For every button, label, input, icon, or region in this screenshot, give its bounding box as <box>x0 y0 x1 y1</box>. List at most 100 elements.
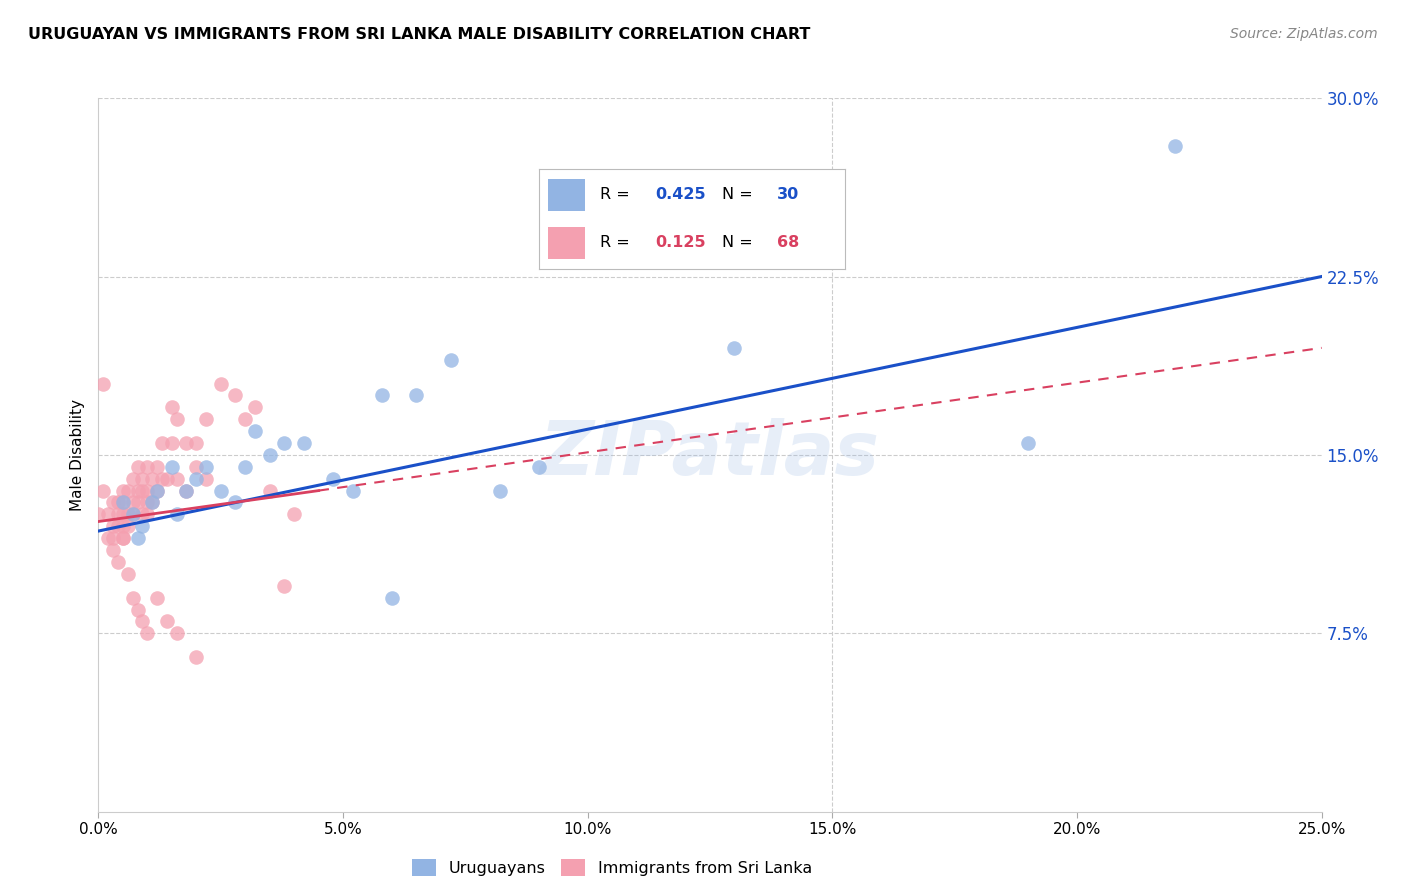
Point <box>117 483 139 498</box>
Point <box>127 483 149 498</box>
Point <box>131 508 153 522</box>
Point <box>117 519 139 533</box>
Point <box>101 495 124 509</box>
Point <box>160 459 183 474</box>
Point <box>160 401 183 415</box>
Point <box>121 508 143 522</box>
Point <box>1164 138 1187 153</box>
Point <box>243 424 266 438</box>
Point <box>121 508 143 522</box>
Point <box>156 615 179 629</box>
Point <box>233 459 256 474</box>
Text: Source: ZipAtlas.com: Source: ZipAtlas.com <box>1230 27 1378 41</box>
Point <box>101 519 124 533</box>
Point <box>107 519 129 533</box>
Point <box>150 436 173 450</box>
Point <box>121 472 143 486</box>
Point <box>121 591 143 605</box>
Text: ZIPatlas: ZIPatlas <box>540 418 880 491</box>
Point <box>111 519 134 533</box>
Text: 68: 68 <box>778 235 800 251</box>
Point <box>176 436 198 450</box>
Point <box>107 508 129 522</box>
Point <box>97 508 120 522</box>
Point <box>176 483 198 498</box>
Point <box>224 388 246 402</box>
Text: 0.125: 0.125 <box>655 235 706 251</box>
Point <box>166 626 188 640</box>
Point <box>156 472 179 486</box>
Point <box>1017 436 1039 450</box>
Point <box>186 436 208 450</box>
Point <box>166 412 188 426</box>
Text: R =: R = <box>600 187 636 202</box>
Point <box>405 388 427 402</box>
Point <box>273 436 295 450</box>
Point <box>146 483 169 498</box>
Point <box>186 472 208 486</box>
Legend: Uruguayans, Immigrants from Sri Lanka: Uruguayans, Immigrants from Sri Lanka <box>405 853 818 882</box>
Point <box>527 459 550 474</box>
Point <box>233 412 256 426</box>
Point <box>117 566 139 581</box>
Point <box>160 436 183 450</box>
Point <box>186 459 208 474</box>
Point <box>141 495 163 509</box>
Point <box>576 186 599 201</box>
Point <box>136 483 159 498</box>
Point <box>131 519 153 533</box>
Point <box>141 495 163 509</box>
Point <box>166 472 188 486</box>
Point <box>107 495 129 509</box>
Point <box>111 495 134 509</box>
Point <box>440 352 463 367</box>
Point <box>111 495 134 509</box>
Bar <box>548 227 585 260</box>
Point <box>146 591 169 605</box>
Point <box>136 508 159 522</box>
Point <box>166 508 188 522</box>
Point <box>322 472 344 486</box>
Point <box>127 602 149 616</box>
Point <box>723 341 745 355</box>
Point <box>91 376 114 391</box>
Point <box>224 495 246 509</box>
Point <box>111 508 134 522</box>
Point <box>101 531 124 545</box>
Point <box>381 591 404 605</box>
Point <box>136 459 159 474</box>
Point <box>107 555 129 569</box>
Point <box>146 459 169 474</box>
Point <box>111 531 134 545</box>
Point <box>127 531 149 545</box>
Bar <box>548 179 585 211</box>
Point <box>209 376 232 391</box>
Point <box>371 388 394 402</box>
Text: N =: N = <box>723 235 758 251</box>
Point <box>259 483 281 498</box>
Text: 30: 30 <box>778 187 800 202</box>
Point <box>195 472 218 486</box>
Y-axis label: Male Disability: Male Disability <box>70 399 86 511</box>
Point <box>127 495 149 509</box>
Point <box>273 579 295 593</box>
Text: N =: N = <box>723 187 758 202</box>
Point <box>292 436 315 450</box>
Point <box>131 615 153 629</box>
Point <box>131 483 153 498</box>
Point <box>488 483 510 498</box>
Point <box>176 483 198 498</box>
Text: URUGUAYAN VS IMMIGRANTS FROM SRI LANKA MALE DISABILITY CORRELATION CHART: URUGUAYAN VS IMMIGRANTS FROM SRI LANKA M… <box>28 27 810 42</box>
Point <box>259 448 281 462</box>
Point <box>91 483 114 498</box>
Point <box>150 472 173 486</box>
Point <box>186 650 208 665</box>
Point <box>131 472 153 486</box>
Point <box>283 508 305 522</box>
Point <box>243 401 266 415</box>
Point <box>111 483 134 498</box>
Text: 0.425: 0.425 <box>655 187 706 202</box>
Point <box>195 459 218 474</box>
Point <box>136 626 159 640</box>
Point <box>209 483 232 498</box>
